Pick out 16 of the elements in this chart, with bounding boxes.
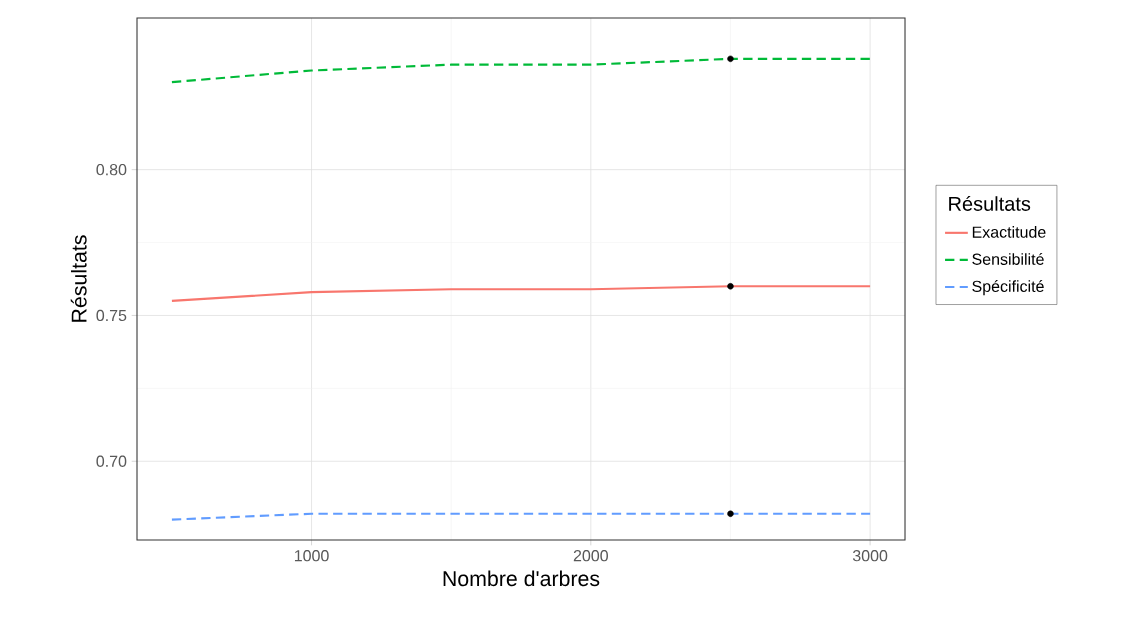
y-tick-label: 0.75 xyxy=(96,309,127,322)
legend-title: Résultats xyxy=(949,195,1031,211)
y-tick-label: 0.80 xyxy=(96,163,127,176)
point xyxy=(727,55,734,63)
line-series xyxy=(170,57,872,84)
point xyxy=(727,510,734,517)
y-axis-title: Résultats xyxy=(70,235,87,322)
x-tick-label: 3000 xyxy=(852,550,888,562)
x-tick-label: 1000 xyxy=(294,550,329,562)
point xyxy=(727,283,734,290)
legend-label: Sensibilité xyxy=(972,252,1044,265)
legend-label: Exactitude xyxy=(972,226,1046,238)
legend-label: Spécificité xyxy=(972,280,1044,296)
x-tick-label: 2000 xyxy=(573,550,608,562)
y-tick-label: 0.70 xyxy=(96,455,127,467)
x-axis-title: Nombre d'arbres xyxy=(443,570,600,587)
